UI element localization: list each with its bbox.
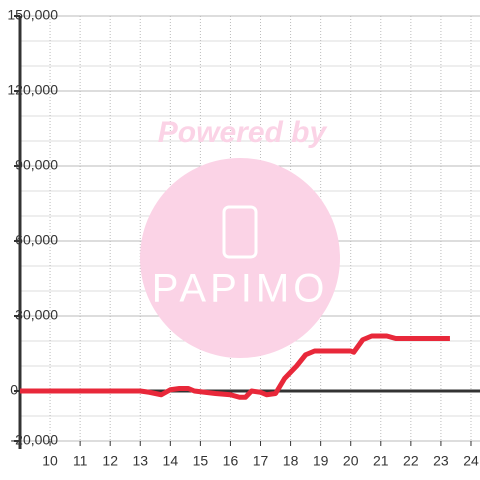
y-tick-label: 0	[10, 382, 18, 398]
x-tick-label: 18	[283, 453, 299, 469]
watermark-text: PAPIMO	[152, 267, 329, 311]
x-tick-label: 11	[73, 453, 88, 469]
x-tick-label: 24	[463, 453, 479, 469]
x-tick-label: 14	[163, 453, 179, 469]
y-tick-label: -20,000	[11, 432, 59, 448]
watermark-text: Powered by	[158, 116, 328, 149]
series-line	[20, 333, 450, 400]
x-tick-label: 22	[403, 453, 419, 469]
x-tick-label: 15	[193, 453, 209, 469]
y-tick-label: 30,000	[15, 307, 58, 323]
x-tick-label: 19	[313, 453, 329, 469]
y-tick-label: 150,000	[7, 7, 58, 23]
x-tick-label: 12	[102, 453, 118, 469]
x-tick-label: 21	[373, 453, 389, 469]
x-tick-label: 16	[223, 453, 239, 469]
watermark-phone	[222, 205, 258, 259]
y-tick-label: 120,000	[7, 82, 58, 98]
x-tick-label: 23	[433, 453, 449, 469]
x-tick-label: 10	[42, 453, 58, 469]
y-tick-label: 60,000	[15, 232, 58, 248]
watermark: Powered by PAPIMO	[140, 116, 340, 358]
x-tick-label: 20	[343, 453, 359, 469]
x-tick-label: 13	[132, 453, 148, 469]
x-tick-label: 17	[253, 453, 269, 469]
y-tick-label: 90,000	[15, 157, 58, 173]
